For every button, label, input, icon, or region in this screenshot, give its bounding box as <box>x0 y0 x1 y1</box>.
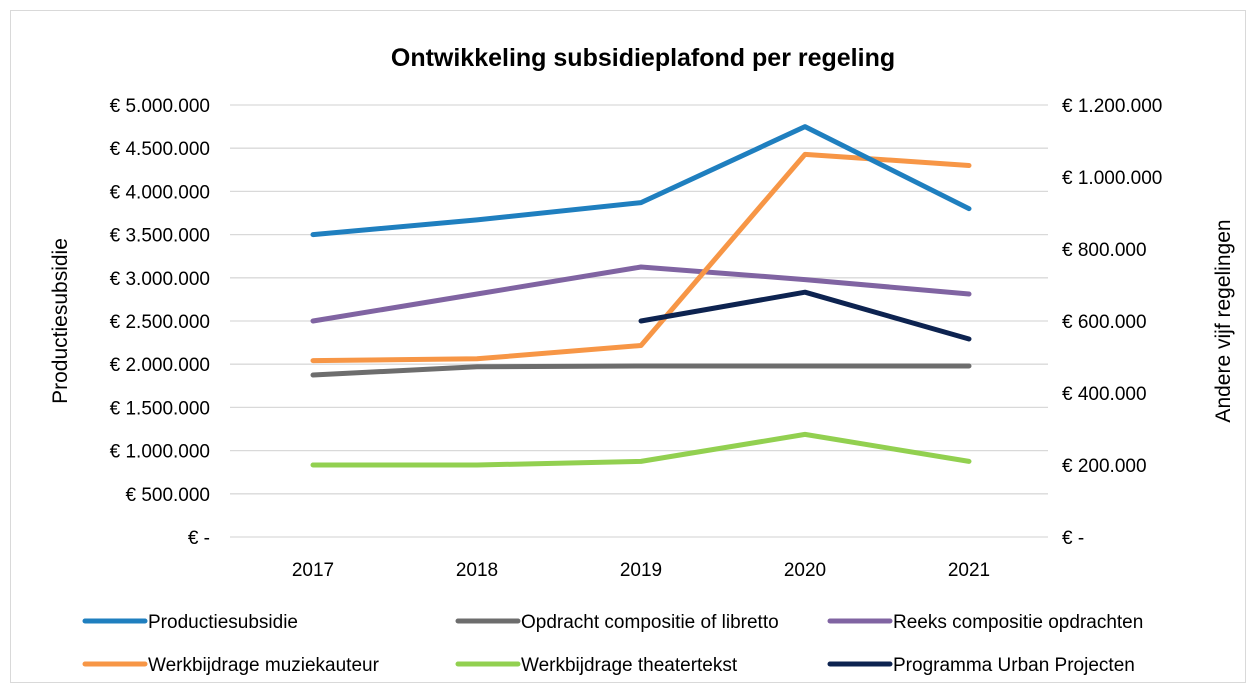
y-tick-label: € 3.000.000 <box>110 269 210 290</box>
y-tick-label: € 5.000.000 <box>110 96 210 117</box>
y2-tick-label: € - <box>1062 528 1084 549</box>
series-line-1 <box>310 363 972 378</box>
legend-label: Reeks compositie opdrachten <box>893 612 1143 633</box>
series-line-3 <box>310 151 972 364</box>
legend-label: Opdracht compositie of libretto <box>521 612 779 633</box>
y-axis-right-label: Andere vijf regelingen <box>1212 219 1235 422</box>
y2-tick-label: € 800.000 <box>1062 240 1147 261</box>
x-tick-label: 2020 <box>784 560 826 581</box>
legend-label: Werkbijdrage theatertekst <box>521 655 738 676</box>
y-tick-label: € 4.500.000 <box>110 139 210 160</box>
x-axis-ticks: 2017 2018 2019 2020 2021 <box>292 560 990 581</box>
y2-tick-label: € 1.000.000 <box>1062 168 1162 189</box>
series-line-2 <box>310 264 972 324</box>
series-lines <box>310 124 972 468</box>
legend-label: Productiesubsidie <box>148 612 298 633</box>
y2-tick-label: € 400.000 <box>1062 384 1147 405</box>
legend: Productiesubsidie Opdracht compositie of … <box>82 612 1143 676</box>
legend-label: Werkbijdrage muziekauteur <box>148 655 380 676</box>
y-axis-right-ticks: € - € 200.000 € 400.000 € 600.000 € 800.000 €… <box>1062 96 1162 549</box>
y2-tick-label: € 1.200.000 <box>1062 96 1162 117</box>
y-tick-label: € 500.000 <box>125 485 210 506</box>
legend-label: Programma Urban Projecten <box>893 655 1135 676</box>
y-tick-label: € 4.000.000 <box>110 182 210 203</box>
y2-tick-label: € 200.000 <box>1062 456 1147 477</box>
series-line-0 <box>310 124 972 238</box>
series-line-4 <box>310 431 972 468</box>
y2-tick-label: € 600.000 <box>1062 312 1147 333</box>
y-tick-label: € 2.500.000 <box>110 312 210 333</box>
y-axis-left-ticks: € - € 500.000 € 1.000.000 € 1.500.000 € 2.00… <box>110 96 210 549</box>
y-tick-label: € 3.500.000 <box>110 226 210 247</box>
x-tick-label: 2018 <box>456 560 498 581</box>
y-axis-left-label: Productiesubsidie <box>49 238 72 404</box>
x-tick-label: 2021 <box>948 560 990 581</box>
chart-title: Ontwikkeling subsidieplafond per regelin… <box>391 44 895 72</box>
x-tick-label: 2017 <box>292 560 334 581</box>
y-tick-label: € - <box>188 528 210 549</box>
x-tick-label: 2019 <box>620 560 662 581</box>
y-tick-label: € 2.000.000 <box>110 355 210 376</box>
series-line-5 <box>638 289 972 342</box>
y-tick-label: € 1.500.000 <box>110 398 210 419</box>
y-tick-label: € 1.000.000 <box>110 442 210 463</box>
